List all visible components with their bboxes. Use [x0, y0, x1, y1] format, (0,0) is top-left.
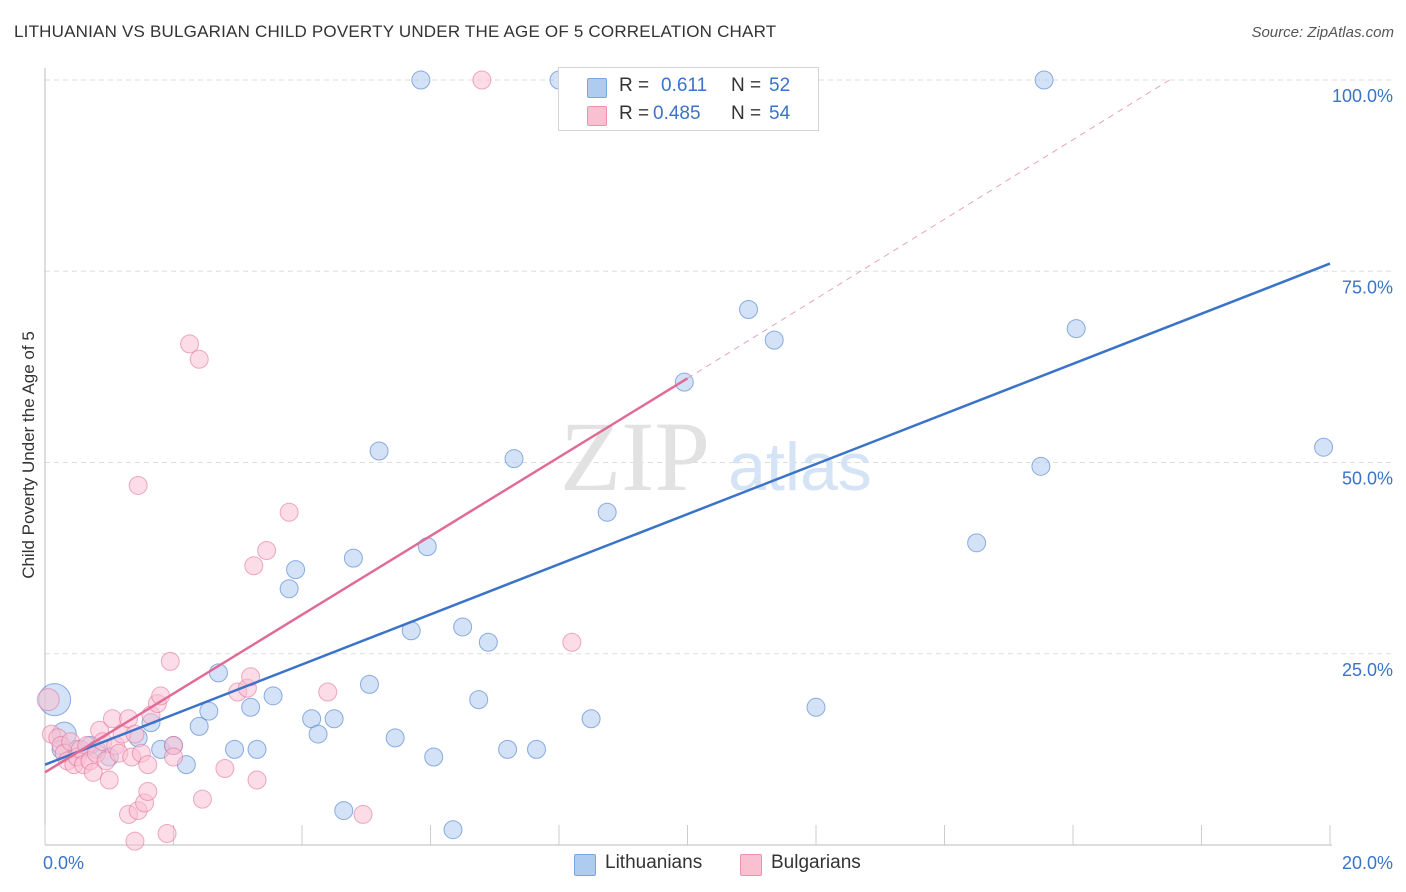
bulgarian-point	[160, 651, 180, 671]
x-tick-label: 20.0%	[1342, 853, 1393, 873]
lithuanian-point	[764, 330, 784, 350]
lithuanian-point	[527, 739, 547, 759]
bulgarian-point	[164, 747, 183, 767]
bulgarian-point	[472, 70, 492, 90]
bottom-legend-swatch-bulgarians	[740, 854, 762, 876]
legend-r-label: R =	[619, 103, 650, 124]
legend-r-label: R =	[619, 75, 650, 96]
lithuanian-point	[504, 449, 524, 469]
lithuanian-point	[286, 560, 306, 580]
bulgarian-point	[562, 632, 582, 652]
watermark-atlas: atlas	[728, 429, 872, 505]
lithuanian-point	[359, 674, 379, 694]
bulgarian-point	[180, 334, 200, 354]
bulgarian-point	[192, 789, 212, 809]
lithuanian-point	[308, 724, 328, 744]
legend-r-value: 0.611	[661, 75, 708, 96]
axes	[44, 68, 1332, 846]
y-tick-label: 25.0%	[1342, 660, 1393, 680]
bottom-legend-label: Lithuanians	[605, 852, 703, 873]
lithuanian-point	[343, 548, 363, 568]
legend-n-value: 52	[769, 75, 791, 96]
bulgarian-point	[99, 770, 119, 790]
regression-lines	[44, 79, 1331, 774]
bulgarian-point	[189, 349, 209, 369]
y-axis-label: Child Poverty Under the Age of 5	[19, 331, 38, 579]
y-tick-label: 50.0%	[1342, 469, 1393, 489]
bulgarian-point	[128, 475, 148, 495]
x-tick-label: 0.0%	[43, 853, 84, 873]
bulgarian-point	[318, 682, 338, 702]
lithuanian-point	[247, 739, 267, 759]
lithuanian-point	[225, 739, 245, 759]
bottom-legend-label: Bulgarians	[771, 852, 861, 873]
legend-n-label: N =	[731, 103, 762, 124]
lithuanian-point	[334, 801, 354, 821]
bulgarian-point	[244, 556, 264, 576]
watermark: ZIP atlas	[560, 401, 872, 512]
lithuanian-trend-line	[44, 262, 1331, 766]
legend-swatch-bulgarians	[587, 106, 607, 126]
bulgarian-point	[353, 804, 373, 824]
y-tick-label: 75.0%	[1342, 277, 1393, 297]
lithuanian-point	[424, 747, 444, 767]
legend-swatch-lithuanians	[587, 78, 607, 98]
lithuanian-point	[478, 632, 498, 652]
bulgarian-point	[36, 688, 60, 712]
lithuanian-point	[581, 709, 601, 729]
lithuanian-point	[189, 716, 209, 736]
bulgarian-point	[215, 759, 235, 778]
lithuanian-point	[1314, 437, 1334, 457]
lithuanian-point	[385, 728, 405, 748]
lithuanian-point	[369, 441, 389, 461]
legend-row-bulgarians: R = 0.485 N = 54	[559, 101, 818, 129]
lithuanian-point	[498, 739, 518, 759]
lithuanian-point	[1034, 70, 1054, 90]
bulgarian-point	[157, 824, 177, 844]
chart-title: LITHUANIAN VS BULGARIAN CHILD POVERTY UN…	[14, 22, 777, 41]
lithuanian-point	[597, 502, 617, 522]
bulgarian-point	[138, 755, 158, 775]
lithuanian-point	[1066, 319, 1086, 339]
grid-lines	[45, 79, 1395, 655]
bulgarian-point	[83, 762, 103, 782]
lithuanian-point	[1031, 456, 1051, 476]
stats-legend: R = 0.611 N = 52 R = 0.485 N = 54	[558, 67, 819, 131]
lithuanian-point	[324, 709, 344, 729]
lithuanian-point	[199, 701, 219, 721]
lithuanian-point	[739, 300, 759, 319]
bulgarian-point	[247, 770, 267, 790]
bulgarian-point	[138, 781, 158, 801]
lithuanian-point	[263, 686, 283, 706]
source-label: Source: ZipAtlas.com	[1251, 24, 1394, 41]
legend-row-lithuanians: R = 0.611 N = 52	[559, 73, 818, 101]
bulgarian-point	[279, 502, 299, 522]
lithuanian-point	[443, 820, 463, 840]
lithuanian-point	[469, 690, 489, 710]
watermark-zip: ZIP	[560, 401, 710, 512]
lithuanian-point	[411, 70, 431, 90]
legend-n-value: 54	[769, 103, 791, 124]
lithuanian-point	[453, 617, 473, 637]
bottom-legend-swatch-lithuanians	[574, 854, 596, 876]
y-tick-label: 100.0%	[1332, 86, 1393, 106]
lithuanian-point	[241, 697, 261, 717]
lithuanian-point	[967, 533, 987, 553]
legend-n-label: N =	[731, 75, 762, 96]
lithuanian-point	[279, 579, 299, 599]
bulgarian-point	[102, 709, 122, 729]
legend-r-value: 0.485	[653, 103, 701, 124]
lithuanian-point	[806, 697, 826, 717]
bulgarian-trend-line	[44, 377, 689, 774]
bulgarian-point	[257, 540, 277, 560]
tick-labels: 25.0% 50.0% 75.0% 100.0% 0.0% 20.0%	[43, 86, 1393, 873]
bulgarian-point	[125, 831, 145, 851]
